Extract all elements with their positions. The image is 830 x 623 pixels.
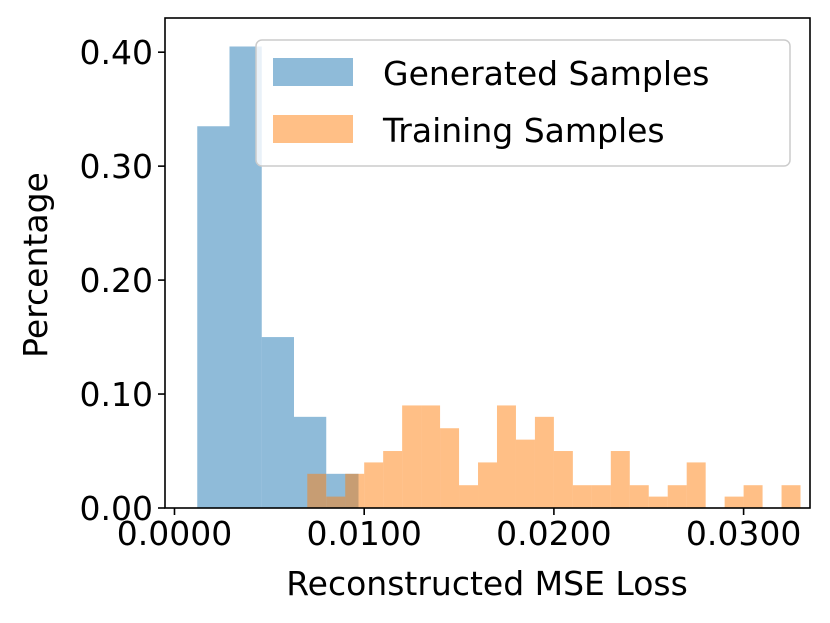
bar — [421, 405, 441, 508]
bar — [819, 497, 830, 508]
bar — [197, 126, 230, 508]
plot-frame — [164, 17, 811, 509]
bar — [686, 462, 706, 508]
axes-layer: 0.0000 0.0100 0.0200 0.0300 0.00 0.10 0.20 0.30… — [80, 17, 811, 553]
bar — [781, 485, 801, 508]
bar — [383, 451, 403, 508]
legend-swatch — [273, 58, 353, 86]
bar — [553, 451, 573, 508]
bar — [402, 405, 422, 508]
legend-label: Training Samples — [382, 111, 665, 150]
x-tick-label: 0.0200 — [496, 514, 611, 553]
y-axis-label: Percentage — [16, 172, 55, 358]
legend-label: Generated Samples — [383, 54, 710, 93]
bar — [743, 485, 763, 508]
y-tick-label: 0.20 — [80, 261, 153, 300]
bar — [459, 485, 479, 508]
bar — [572, 485, 592, 508]
x-tick-label: 0.0300 — [686, 514, 801, 553]
y-tick-label: 0.00 — [80, 489, 153, 528]
x-tick-label: 0.0100 — [306, 514, 421, 553]
series-training — [307, 405, 830, 508]
bar — [515, 439, 535, 508]
bar — [326, 496, 346, 508]
bar — [345, 473, 365, 508]
bar — [667, 485, 687, 508]
bar — [440, 428, 460, 508]
bar — [724, 496, 744, 508]
bar — [261, 337, 294, 508]
bar — [307, 473, 327, 508]
y-tick-label: 0.40 — [80, 33, 153, 72]
x-axis-label: Reconstructed MSE Loss — [286, 564, 688, 603]
bar — [364, 462, 384, 508]
bar — [534, 416, 554, 508]
bar — [610, 451, 630, 508]
legend-box — [255, 39, 791, 167]
bar — [478, 462, 497, 508]
bar — [496, 405, 516, 508]
legend-swatch — [273, 115, 353, 143]
bar — [648, 496, 668, 508]
legend: Generated Samples Training Samples — [255, 39, 791, 167]
y-tick-label: 0.10 — [80, 375, 153, 414]
x-tick-label: 0.0000 — [117, 514, 232, 553]
bar — [629, 485, 649, 508]
bar — [591, 485, 611, 508]
y-tick-label: 0.30 — [80, 147, 153, 186]
